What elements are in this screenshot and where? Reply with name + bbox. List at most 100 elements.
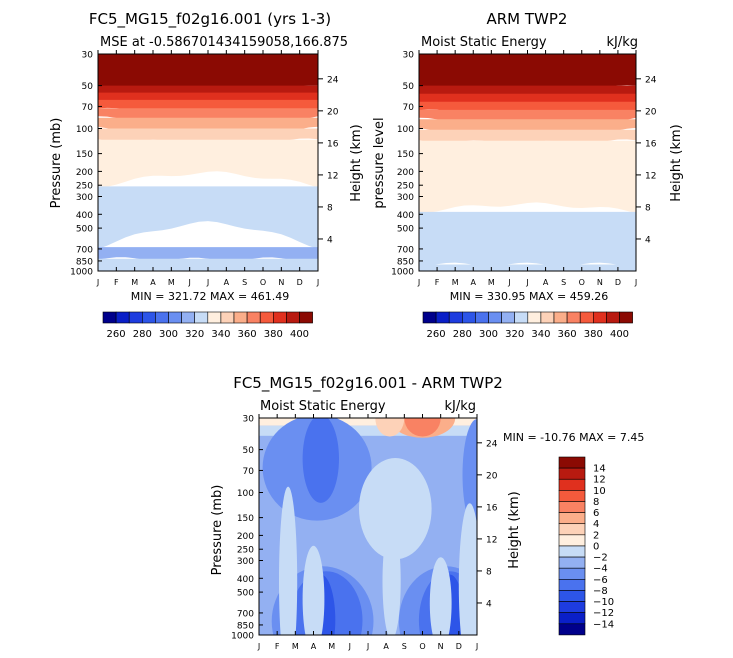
p3-pressure-tick-label: 400	[237, 575, 254, 585]
p3-pressure-tick-label: 850	[237, 621, 254, 631]
p1-colorbar-swatch	[207, 311, 222, 324]
p2-colorbar-swatch	[592, 311, 607, 324]
p2-subtitle-left: Moist Static Energy	[421, 35, 547, 50]
p3-subtitle-left: Moist Static Energy	[260, 399, 386, 414]
p1-height-tick-label: 24	[327, 75, 339, 85]
p1-colorbar-swatch	[102, 311, 117, 324]
p3-height-tick-label: 4	[486, 599, 492, 609]
p3-colorbar-label: −10	[593, 597, 614, 608]
p3-month-tick-label: M	[292, 642, 299, 651]
p3-colorbar-swatch	[558, 534, 586, 547]
p2-pressure-tick-label: 400	[397, 211, 414, 221]
p3-colorbar-swatch	[558, 490, 586, 502]
p3-colorbar-label: 6	[593, 508, 599, 519]
p3-contour-blob	[382, 523, 401, 635]
p3-month-tick-label: A	[311, 642, 317, 651]
p3-ylabel-left: Pressure (mb)	[210, 485, 225, 576]
p1-pressure-tick-label: 700	[76, 245, 93, 255]
p3-month-tick-label: N	[438, 642, 444, 651]
p3-ylabel-right: Height (km)	[507, 491, 522, 568]
p3-height-tick-label: 12	[486, 535, 497, 545]
p3-contour-blob	[429, 557, 452, 635]
p1-month-tick-label: J	[316, 278, 319, 287]
p3-colorbar-label: −8	[593, 586, 608, 597]
p3-pressure-tick-label: 100	[237, 489, 254, 499]
p3-month-tick-label: M	[328, 642, 335, 651]
p1-pressure-tick-label: 70	[82, 103, 94, 113]
p2-month-tick-label: O	[579, 278, 585, 287]
p2-pressure-tick-label: 850	[397, 257, 414, 267]
p1-colorbar-swatch	[115, 311, 130, 324]
p1-month-tick-label: D	[297, 278, 303, 287]
p3-height-tick-label: 20	[486, 471, 498, 481]
p1-contour-band	[98, 186, 318, 249]
p3-contour-blob	[404, 418, 441, 437]
p2-height-tick-label: 12	[645, 171, 656, 181]
p2-month-tick-label: J	[417, 278, 420, 287]
p1-pressure-tick-label: 300	[76, 193, 93, 203]
p2-colorbar-swatch	[448, 311, 463, 324]
p2-contour-band	[419, 211, 636, 267]
p3-colorbar-swatch	[558, 456, 586, 469]
p3-title: FC5_MG15_f02g16.001 - ARM TWP2	[233, 374, 503, 393]
p3-pressure-tick-label: 30	[243, 415, 255, 425]
p2-colorbar-swatch	[553, 311, 568, 324]
p1-height-tick-label: 20	[327, 107, 339, 117]
p1-colorbar-swatch	[220, 311, 235, 324]
p2-month-tick-label: A	[543, 278, 549, 287]
p1-height-tick-label: 16	[327, 139, 339, 149]
p3-contour-blob	[302, 545, 325, 635]
p1-subtitle-left: MSE at -0.586701434159058,166.875	[100, 35, 348, 50]
p2-pressure-tick-label: 70	[403, 103, 415, 113]
p1-colorbar-label: 340	[211, 329, 230, 340]
p2-month-tick-label: M	[452, 278, 459, 287]
p3-contour-band	[259, 418, 477, 426]
p3-height-tick-label: 24	[486, 439, 498, 449]
p3-colorbar-swatch	[558, 579, 586, 591]
p2-colorbar-swatch	[475, 311, 489, 324]
p3-colorbar-label: 0	[593, 541, 599, 552]
p3-colorbar-label: −4	[593, 564, 608, 575]
p2-ylabel-right: Height (km)	[669, 124, 684, 201]
p3-pressure-tick-label: 250	[237, 546, 254, 556]
p2-colorbar-swatch	[579, 311, 594, 324]
p1-month-tick-label: O	[260, 278, 266, 287]
p1-height-tick-label: 8	[327, 203, 333, 213]
p2-pressure-tick-label: 50	[403, 82, 415, 92]
p2-colorbar-label: 280	[453, 329, 472, 340]
p2-colorbar-label: 320	[505, 329, 524, 340]
p3-colorbar-label: −2	[593, 553, 608, 564]
p1-title: FC5_MG15_f02g16.001 (yrs 1-3)	[89, 10, 331, 29]
p1-colorbar-swatch	[299, 311, 313, 324]
p2-height-tick-label: 20	[645, 107, 657, 117]
p1-pressure-tick-label: 850	[76, 257, 93, 267]
p3-month-tick-label: O	[419, 642, 425, 651]
p1-month-tick-label: M	[168, 278, 175, 287]
p1-colorbar-swatch	[128, 311, 143, 324]
p3-plot-area	[259, 418, 477, 635]
p1-ylabel-right: Height (km)	[349, 124, 364, 201]
p2-subtitle-right: kJ/kg	[606, 35, 638, 50]
p1-colorbar-swatch	[259, 311, 274, 324]
p3-colorbar-swatch	[558, 501, 586, 513]
p2-colorbar-swatch	[514, 311, 529, 324]
p3-contour-blob	[458, 503, 477, 635]
p2-stats: MIN = 330.95 MAX = 459.26	[450, 290, 608, 303]
p1-month-tick-label: A	[224, 278, 230, 287]
p2-colorbar-swatch	[619, 311, 633, 324]
p3-colorbar-swatch	[558, 467, 586, 480]
p3-colorbar-label: 2	[593, 530, 599, 541]
p2-contour-band	[419, 140, 636, 214]
p2-colorbar-swatch	[540, 311, 555, 324]
p3-height-tick-label: 8	[486, 567, 492, 577]
p2-colorbar-label: 340	[531, 329, 550, 340]
p1-colorbar-label: 380	[264, 329, 283, 340]
p2-month-tick-label: J	[525, 278, 528, 287]
p2-pressure-tick-label: 300	[397, 193, 414, 203]
p1-pressure-tick-label: 500	[76, 225, 93, 235]
p3-colorbar-swatch	[558, 478, 586, 491]
p2-height-tick-label: 8	[645, 203, 651, 213]
p3-month-tick-label: D	[456, 642, 462, 651]
p3-colorbar-swatch	[558, 545, 586, 558]
p1-colorbar-swatch	[272, 311, 287, 324]
